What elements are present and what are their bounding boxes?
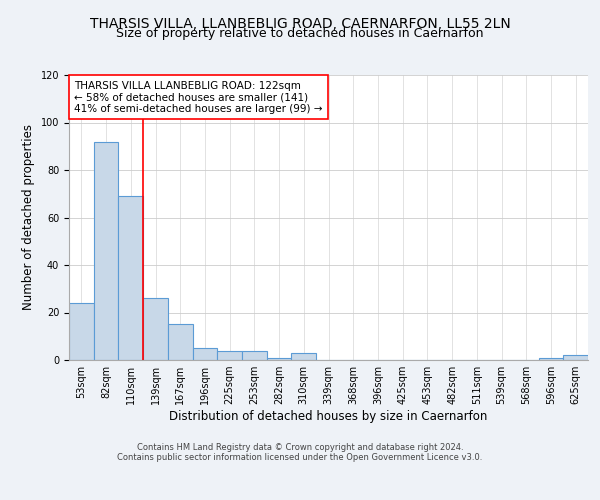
Bar: [69, 303, 94, 360]
Bar: [539, 358, 563, 360]
Text: THARSIS VILLA, LLANBEBLIG ROAD, CAERNARFON, LL55 2LN: THARSIS VILLA, LLANBEBLIG ROAD, CAERNARF…: [89, 18, 511, 32]
Bar: [118, 196, 143, 360]
Y-axis label: Number of detached properties: Number of detached properties: [22, 124, 35, 310]
Text: Size of property relative to detached houses in Caernarfon: Size of property relative to detached ho…: [116, 28, 484, 40]
X-axis label: Distribution of detached houses by size in Caernarfon: Distribution of detached houses by size …: [169, 410, 488, 423]
Bar: [563, 355, 588, 360]
Text: THARSIS VILLA LLANBEBLIG ROAD: 122sqm
← 58% of detached houses are smaller (141): THARSIS VILLA LLANBEBLIG ROAD: 122sqm ← …: [74, 80, 323, 114]
Text: Contains HM Land Registry data © Crown copyright and database right 2024.: Contains HM Land Registry data © Crown c…: [137, 442, 463, 452]
Bar: [292, 353, 316, 360]
Bar: [217, 350, 242, 360]
Bar: [193, 348, 217, 360]
Bar: [168, 324, 193, 360]
Bar: [143, 298, 168, 360]
Bar: [267, 358, 292, 360]
Bar: [94, 142, 118, 360]
Text: Contains public sector information licensed under the Open Government Licence v3: Contains public sector information licen…: [118, 452, 482, 462]
Bar: [242, 350, 267, 360]
